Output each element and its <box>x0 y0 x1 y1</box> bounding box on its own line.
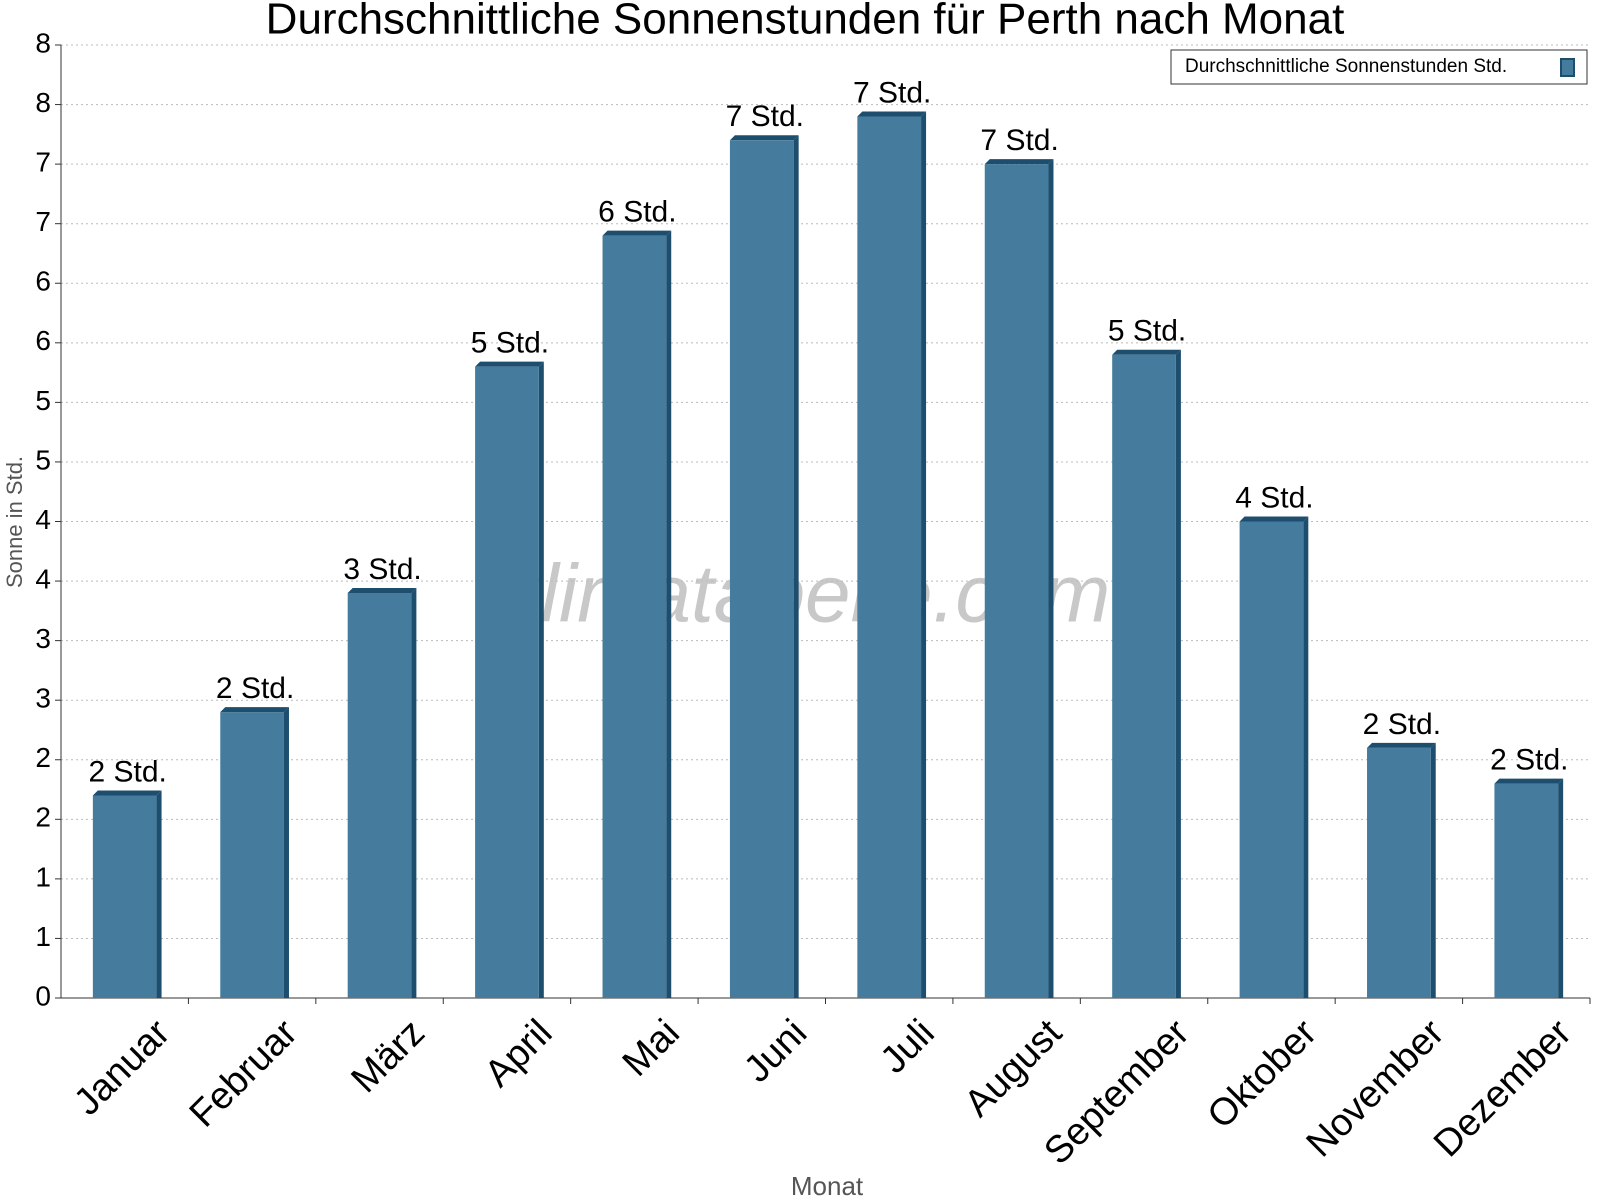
y-tick-label: 6 <box>35 325 51 356</box>
bar-top <box>729 135 799 141</box>
y-tick-label: 1 <box>35 861 51 892</box>
bar <box>984 159 1054 998</box>
bar-side <box>666 230 672 999</box>
legend-swatch <box>1560 58 1575 77</box>
bar <box>475 361 544 998</box>
y-tick-label: 5 <box>35 385 51 416</box>
bar-face <box>1239 521 1304 998</box>
value-label: 5 Std. <box>471 327 549 360</box>
value-label: 2 Std. <box>89 755 167 788</box>
x-tick-label: April <box>477 1012 560 1095</box>
x-tick-label: Januar <box>66 1012 178 1124</box>
bar <box>1494 778 1564 998</box>
y-tick-label: 4 <box>35 504 51 535</box>
y-tick-label: 8 <box>35 87 51 118</box>
bar <box>220 707 289 998</box>
bar-face <box>347 592 412 998</box>
value-label: 7 Std. <box>726 100 804 133</box>
value-label: 7 Std. <box>853 76 931 109</box>
y-tick-label: 7 <box>35 147 51 178</box>
x-tick-label: Juni <box>736 1012 815 1091</box>
bar-side <box>793 135 799 999</box>
y-tick-label: 6 <box>35 266 51 297</box>
bar-side <box>1175 349 1181 999</box>
y-tick-label: 3 <box>35 623 51 654</box>
bar-side <box>538 361 544 998</box>
y-axis-label: Sonne in Std. <box>2 456 27 588</box>
value-label: 6 Std. <box>598 196 676 229</box>
bar-face <box>1112 354 1176 999</box>
x-tick-label: Mai <box>615 1012 688 1085</box>
y-tick-label: 2 <box>35 742 51 773</box>
y-tick-label: 0 <box>35 980 51 1011</box>
bar-face <box>602 235 667 999</box>
bar-face <box>984 164 1049 998</box>
bar <box>92 790 162 998</box>
value-label: 5 Std. <box>1108 315 1186 348</box>
chart-title: Durchschnittliche Sonnenstunden für Pert… <box>266 0 1345 44</box>
bar-top <box>1239 516 1309 522</box>
x-axis-label: Monat <box>791 1171 864 1200</box>
bar-top <box>1494 778 1564 784</box>
y-tick-label: 1 <box>35 921 51 952</box>
bar-top <box>984 159 1054 165</box>
legend-label: Durchschnittliche Sonnenstunden Std. <box>1185 56 1507 77</box>
value-label: 2 Std. <box>1363 708 1441 741</box>
y-tick-label: 8 <box>35 27 51 58</box>
bar <box>729 135 799 999</box>
x-tick-label: Februar <box>182 1012 306 1136</box>
bar-face <box>857 116 922 999</box>
y-tick-label: 5 <box>35 444 51 475</box>
value-label: 2 Std. <box>216 672 294 705</box>
bar-top <box>347 587 417 593</box>
bar <box>857 111 927 999</box>
bar-top <box>1112 349 1181 355</box>
bar-side <box>156 790 162 998</box>
bar-side <box>921 111 927 999</box>
bar <box>602 230 672 999</box>
value-label: 2 Std. <box>1490 743 1568 776</box>
bar-side <box>283 707 289 998</box>
bar-top <box>475 361 544 367</box>
value-label: 7 Std. <box>980 124 1058 157</box>
bar <box>1367 742 1436 998</box>
x-tick-label: März <box>344 1012 433 1101</box>
bar-top <box>602 230 672 236</box>
y-tick-label: 4 <box>35 563 51 594</box>
bar <box>347 587 417 998</box>
bar-side <box>1430 742 1436 998</box>
bar-top <box>220 707 289 713</box>
x-tick-label: Juli <box>873 1012 943 1082</box>
x-tick-label: Dezember <box>1426 1012 1580 1166</box>
bar-face <box>475 366 539 998</box>
y-tick-label: 2 <box>35 802 51 833</box>
bar <box>1239 516 1309 998</box>
bar-face <box>729 140 794 999</box>
x-tick-label: November <box>1299 1012 1453 1166</box>
bar-side <box>411 587 417 998</box>
value-label: 4 Std. <box>1235 481 1313 514</box>
x-tick-label: August <box>957 1011 1071 1125</box>
value-label: 3 Std. <box>343 553 421 586</box>
bar-top <box>857 111 927 117</box>
legend-box <box>1170 49 1588 85</box>
bar-side <box>1558 778 1564 998</box>
bar-side <box>1048 159 1054 998</box>
x-tick-label: Oktober <box>1200 1012 1326 1138</box>
bar-face <box>92 795 157 998</box>
bar-top <box>92 790 162 796</box>
y-tick-label: 3 <box>35 683 51 714</box>
bar-face <box>1367 747 1431 998</box>
bar-face <box>1494 783 1559 998</box>
y-tick-label: 7 <box>35 206 51 237</box>
bar-top <box>1367 742 1436 748</box>
bar <box>1112 349 1181 999</box>
bar-face <box>220 712 284 998</box>
bar-side <box>1303 516 1309 998</box>
